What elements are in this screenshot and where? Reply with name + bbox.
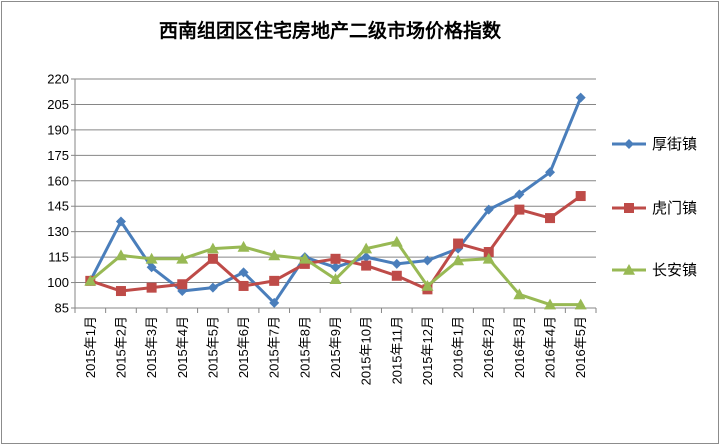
data-point bbox=[544, 298, 557, 310]
x-tick-label: 2015年7月 bbox=[267, 316, 282, 378]
data-point bbox=[391, 258, 402, 269]
data-point bbox=[238, 267, 249, 278]
data-point bbox=[483, 204, 494, 215]
data-point bbox=[268, 249, 281, 261]
data-point bbox=[391, 270, 402, 281]
data-point bbox=[422, 255, 433, 266]
data-point bbox=[361, 252, 372, 263]
x-tick-label: 2015年2月 bbox=[113, 316, 128, 378]
axes bbox=[74, 79, 596, 309]
y-tick-label: 220 bbox=[47, 72, 69, 87]
x-tick-label: 2015年10月 bbox=[359, 316, 374, 385]
data-point bbox=[298, 252, 311, 264]
data-point bbox=[453, 238, 464, 249]
x-tick-label: 2015年9月 bbox=[328, 316, 343, 378]
data-point bbox=[269, 297, 280, 308]
y-tick-label: 190 bbox=[47, 122, 69, 137]
data-point bbox=[330, 262, 341, 273]
y-tick-label: 175 bbox=[47, 148, 69, 163]
legend-item: 虎门镇 bbox=[612, 199, 697, 217]
data-point bbox=[84, 274, 97, 286]
data-point bbox=[575, 191, 586, 202]
data-point bbox=[206, 242, 219, 254]
y-tick-label: 100 bbox=[47, 275, 69, 290]
chart-title: 西南组团区住宅房地产二级市场价格指数 bbox=[159, 19, 502, 42]
legend-label: 长安镇 bbox=[652, 261, 697, 279]
data-point bbox=[145, 252, 158, 264]
data-point bbox=[114, 249, 127, 261]
data-point bbox=[390, 235, 403, 247]
y-tick-label: 130 bbox=[47, 224, 69, 239]
x-tick-label: 2015年1月 bbox=[83, 316, 98, 378]
data-point bbox=[513, 288, 526, 300]
data-point bbox=[360, 242, 373, 254]
data-point bbox=[452, 254, 465, 266]
data-point bbox=[237, 240, 250, 252]
legend-swatch-marker bbox=[624, 139, 634, 149]
data-point bbox=[299, 258, 310, 269]
legend-label: 厚街镇 bbox=[652, 135, 697, 153]
legend-swatch-marker bbox=[624, 203, 634, 213]
x-tick-label: 2016年1月 bbox=[451, 316, 466, 378]
data-point bbox=[483, 247, 494, 258]
x-tick-label: 2015年4月 bbox=[175, 316, 190, 378]
series-3 bbox=[84, 235, 587, 310]
data-point bbox=[269, 275, 280, 286]
series-group bbox=[84, 92, 587, 310]
y-axis-ticks: 85 100 115 130 145 160 175 190 205 220 bbox=[47, 72, 75, 316]
x-tick-label: 2016年4月 bbox=[543, 316, 558, 378]
x-tick-label: 2015年11月 bbox=[389, 316, 404, 384]
data-point bbox=[146, 262, 157, 273]
data-point bbox=[421, 279, 434, 291]
data-point bbox=[514, 204, 525, 215]
data-point bbox=[482, 252, 495, 264]
legend-label: 虎门镇 bbox=[652, 199, 697, 217]
x-tick-label: 2015年12月 bbox=[420, 316, 435, 385]
data-point bbox=[575, 92, 586, 103]
x-tick-label: 2015年3月 bbox=[144, 316, 159, 378]
x-tick-label: 2016年2月 bbox=[481, 316, 496, 378]
data-point bbox=[146, 282, 157, 293]
data-point bbox=[177, 279, 188, 290]
x-tick-label: 2015年6月 bbox=[236, 316, 251, 378]
x-axis-ticks: 2015年1月 2015年2月 2015年3月 2015年4月 2015年5月 2015年… bbox=[74, 308, 597, 385]
x-tick-label: 2016年3月 bbox=[512, 316, 527, 378]
data-point bbox=[115, 216, 126, 227]
data-point bbox=[238, 280, 249, 291]
data-point bbox=[330, 253, 341, 264]
legend-item: 厚街镇 bbox=[612, 135, 697, 153]
data-point bbox=[361, 260, 372, 271]
x-tick-label: 2015年8月 bbox=[297, 316, 312, 378]
data-point bbox=[176, 252, 189, 264]
legend-swatch-marker bbox=[623, 264, 635, 275]
x-tick-label: 2015年5月 bbox=[205, 316, 220, 378]
x-tick-label: 2016年5月 bbox=[573, 316, 588, 378]
data-point bbox=[329, 273, 342, 284]
y-tick-label: 160 bbox=[47, 173, 69, 188]
y-tick-label: 85 bbox=[55, 301, 69, 316]
data-point bbox=[207, 253, 218, 264]
data-point bbox=[115, 286, 126, 297]
data-point bbox=[514, 189, 525, 200]
data-point bbox=[545, 213, 556, 224]
y-tick-label: 145 bbox=[47, 199, 69, 214]
data-point bbox=[545, 167, 556, 178]
y-tick-label: 205 bbox=[47, 97, 69, 112]
y-tick-label: 115 bbox=[48, 250, 69, 265]
legend-item: 长安镇 bbox=[612, 261, 697, 279]
data-point bbox=[207, 282, 218, 293]
data-point bbox=[574, 298, 587, 310]
